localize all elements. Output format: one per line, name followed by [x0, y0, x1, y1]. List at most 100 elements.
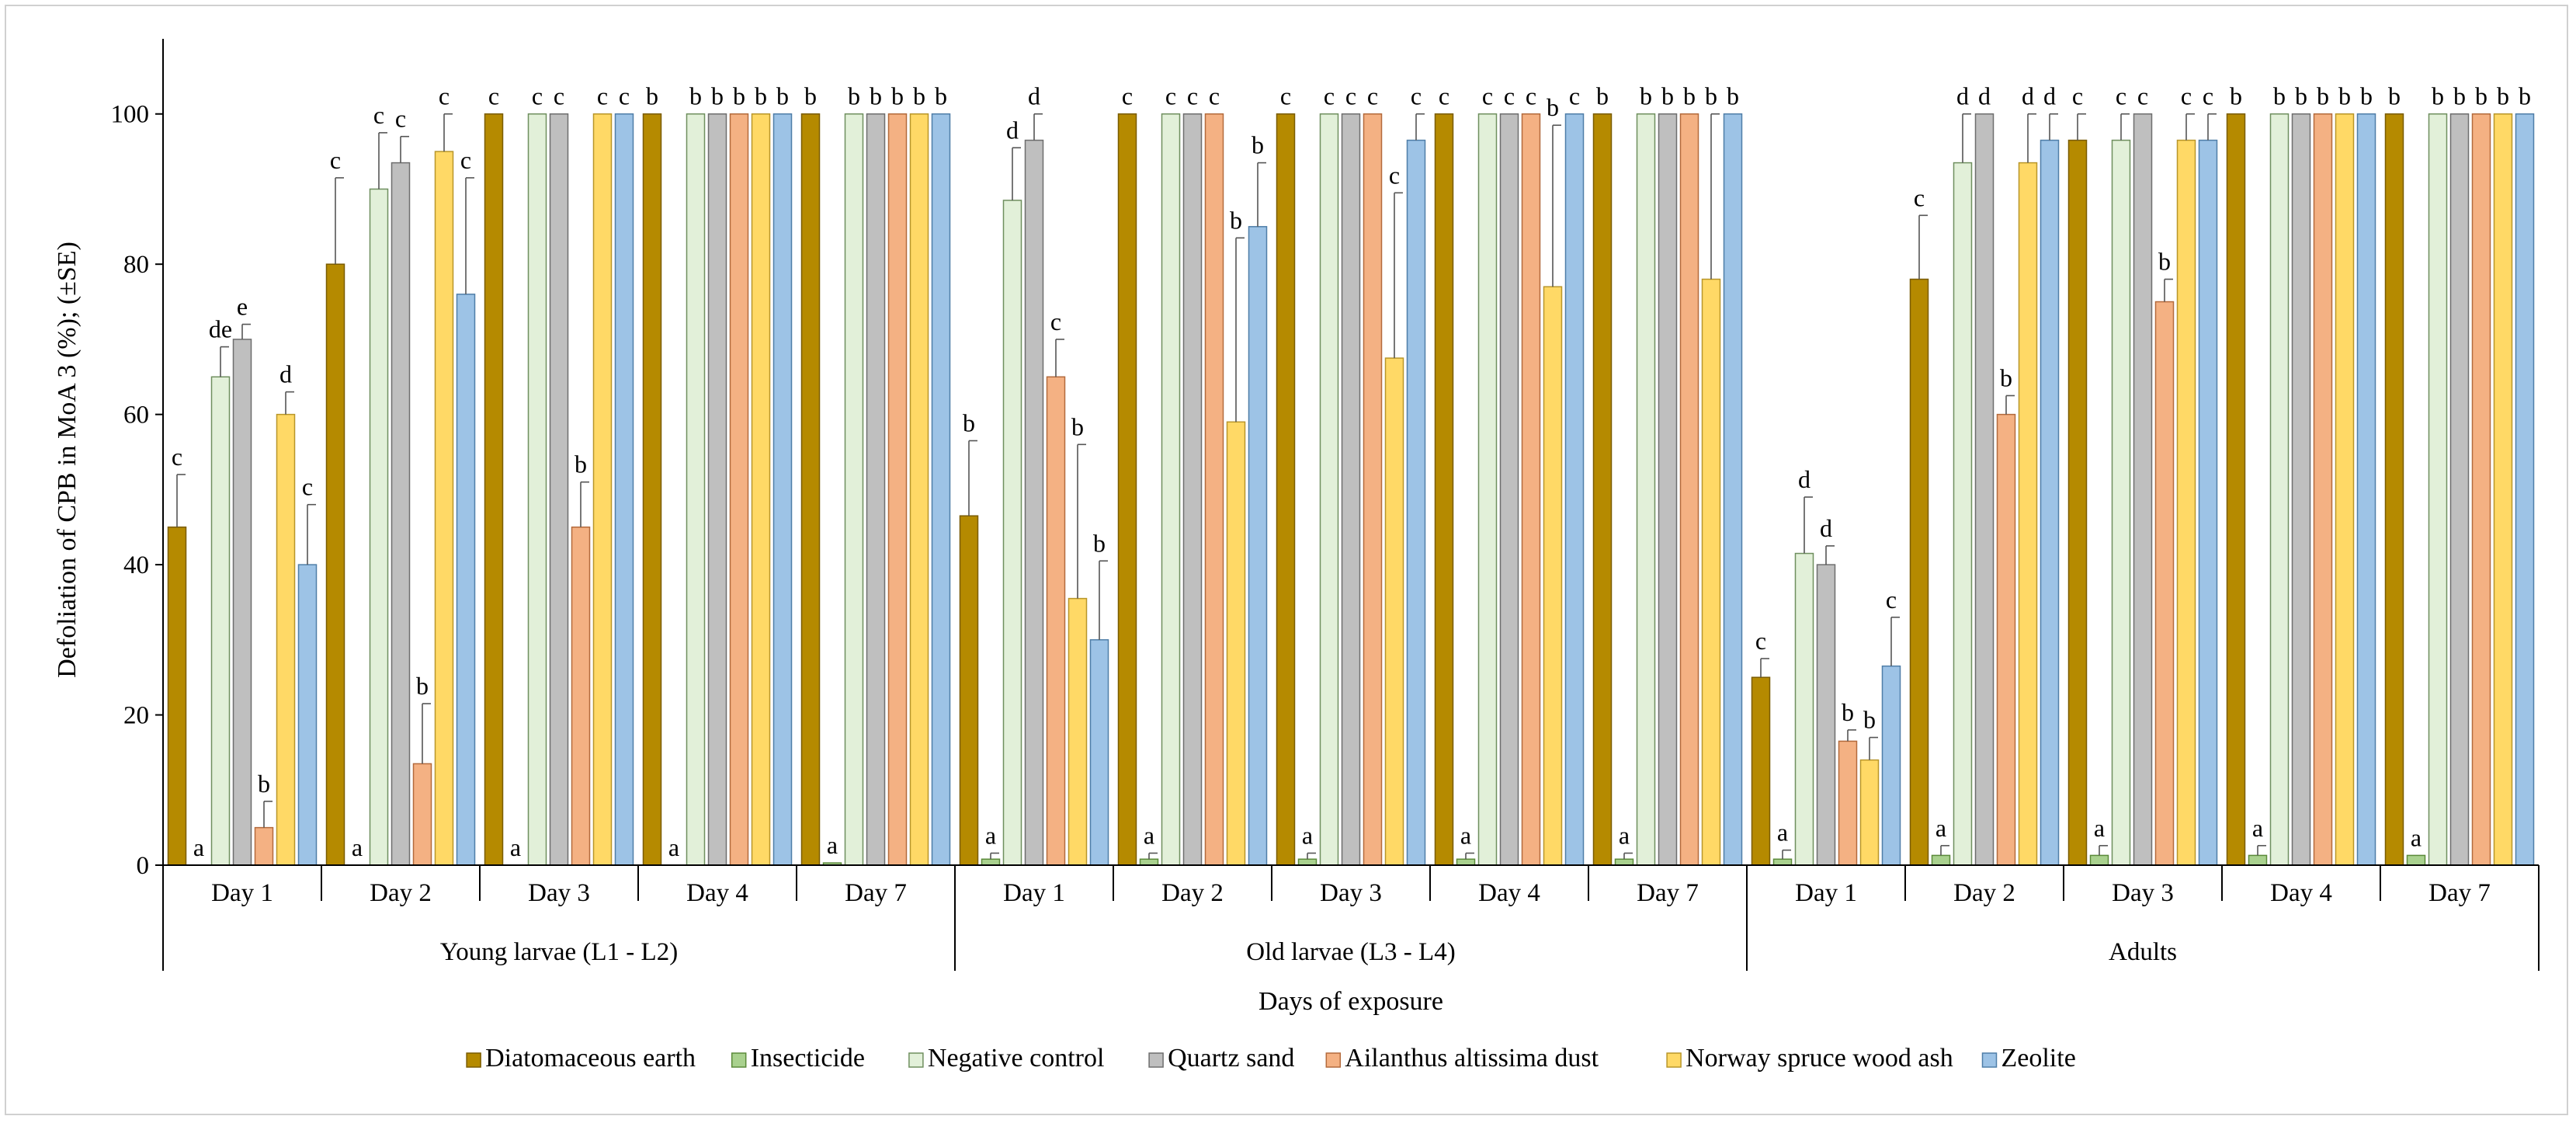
- bar: [2133, 113, 2153, 866]
- significance-letter: c: [1367, 82, 1378, 110]
- significance-letter: b: [2000, 363, 2012, 391]
- bar: [1456, 858, 1476, 866]
- legend-swatch: [1981, 1052, 1998, 1068]
- significance-letter: c: [1165, 82, 1176, 110]
- bar: [866, 113, 886, 866]
- bar: [1859, 759, 1880, 866]
- y-axis: 0 20 40 60 80 100: [111, 39, 164, 880]
- bar: [549, 113, 569, 866]
- legend-label: Ailanthus altissima dust: [1345, 1044, 1599, 1073]
- significance-letter: b: [2432, 82, 2444, 110]
- y-tick-label: 40: [123, 551, 149, 579]
- significance-letter: c: [2203, 82, 2213, 110]
- significance-letter: a: [510, 833, 521, 861]
- bar: [527, 113, 547, 866]
- significance-letter: c: [554, 82, 564, 110]
- significance-letter: a: [1935, 814, 1946, 842]
- significance-letter: b: [646, 82, 658, 110]
- legend-swatch: [1666, 1052, 1682, 1068]
- significance-letter: c: [1569, 82, 1580, 110]
- bar: [1341, 113, 1361, 866]
- significance-letter: c: [395, 105, 406, 133]
- bar: [571, 526, 591, 866]
- bar: [592, 113, 613, 866]
- bar: [931, 113, 951, 866]
- significance-letter: b: [848, 82, 860, 110]
- bar: [1297, 858, 1318, 866]
- significance-letter: a: [2252, 814, 2263, 842]
- significance-letter: a: [2411, 823, 2422, 851]
- bar: [1614, 858, 1634, 866]
- significance-letter: b: [2317, 82, 2329, 110]
- bar: [1384, 357, 1404, 866]
- significance-letter: c: [373, 101, 384, 129]
- bar: [751, 113, 771, 866]
- significance-letter: b: [1547, 93, 1559, 121]
- significance-letter: b: [891, 82, 904, 110]
- legend-swatch: [1148, 1052, 1164, 1068]
- bar: [800, 113, 821, 866]
- bar: [434, 151, 454, 866]
- significance-letter: b: [711, 82, 724, 110]
- bar: [2226, 113, 2246, 866]
- bar: [1046, 376, 1066, 866]
- y-axis-label: Defoliation of CPB in MoA 3 (%); (±SE): [53, 242, 82, 678]
- significance-letter: c: [619, 82, 630, 110]
- significance-letter: b: [1071, 412, 1084, 440]
- significance-letter: c: [1187, 82, 1198, 110]
- bar: [1499, 113, 1519, 866]
- day-label: Day 2: [370, 879, 432, 907]
- bar: [909, 113, 929, 866]
- bar: [484, 113, 504, 866]
- significance-letter: a: [1777, 819, 1788, 847]
- significance-letter: a: [985, 822, 996, 850]
- significance-letter: c: [1209, 82, 1220, 110]
- day-label: Day 1: [211, 879, 273, 907]
- bar: [1248, 226, 1268, 866]
- bar: [887, 113, 908, 866]
- day-label: Day 7: [1637, 879, 1699, 907]
- bar: [1953, 162, 1973, 866]
- bar: [614, 113, 634, 866]
- bar: [1319, 113, 1339, 866]
- bar: [325, 263, 345, 866]
- bar: [2335, 113, 2355, 866]
- bar: [254, 826, 274, 866]
- significance-letter: b: [2273, 82, 2286, 110]
- bar: [1024, 139, 1044, 866]
- significance-letter: a: [2094, 814, 2105, 842]
- bar: [1363, 113, 1383, 866]
- significance-letter: b: [1842, 698, 1854, 726]
- bar: [1751, 676, 1771, 866]
- y-tick-label: 20: [123, 702, 149, 730]
- bar: [959, 515, 979, 866]
- bar: [232, 339, 252, 866]
- bar: [1226, 421, 1246, 866]
- bar: [1816, 564, 1836, 866]
- significance-letter: b: [689, 82, 702, 110]
- significance-letter: b: [776, 82, 789, 110]
- significance-letter: c: [1324, 82, 1335, 110]
- significance-letter: b: [1252, 131, 1264, 159]
- significance-letter: c: [1755, 627, 1766, 655]
- significance-letter: c: [1482, 82, 1493, 110]
- bar: [1182, 113, 1203, 866]
- bar: [2269, 113, 2290, 866]
- legend-swatch: [1325, 1052, 1342, 1068]
- bar: [369, 188, 389, 866]
- significance-letter: a: [1144, 822, 1154, 850]
- significance-letter: c: [330, 146, 341, 174]
- significance-letter: b: [1705, 82, 1717, 110]
- legend-label: Diatomaceous earth: [485, 1044, 696, 1073]
- significance-letter: c: [460, 146, 471, 174]
- bar: [1679, 113, 1699, 866]
- significance-letter: c: [2137, 82, 2148, 110]
- bar: [1068, 597, 1088, 866]
- significance-letter: b: [2497, 82, 2509, 110]
- significance-letter: b: [2295, 82, 2307, 110]
- day-label: Day 2: [1161, 879, 1224, 907]
- significance-letter: d: [1956, 82, 1969, 110]
- significance-letter: c: [2116, 82, 2126, 110]
